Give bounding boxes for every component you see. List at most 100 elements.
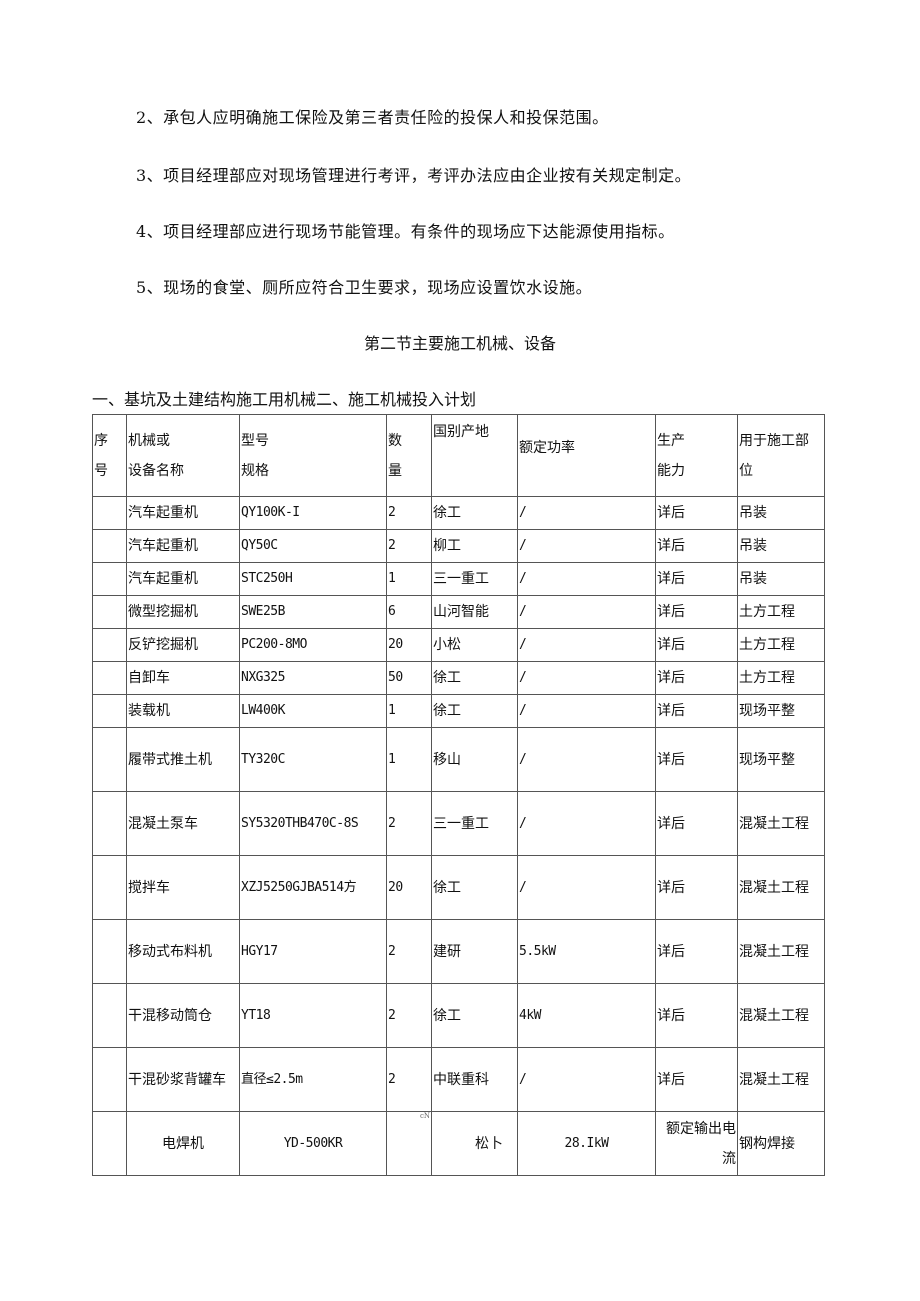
table-cell: 50 bbox=[386, 661, 432, 695]
table-cell: QY100K-I bbox=[239, 496, 387, 530]
header-cell: 用于施工部位 bbox=[737, 414, 825, 497]
table-cell: 2 bbox=[386, 983, 432, 1048]
table-cell: 详后 bbox=[655, 661, 738, 695]
header-text: 序 bbox=[94, 432, 108, 449]
table-cell: TY320C bbox=[239, 727, 387, 792]
table-cell bbox=[92, 562, 127, 596]
table-cell: 山河智能 bbox=[431, 595, 518, 629]
table-cell: 额定输出电流 bbox=[655, 1111, 738, 1176]
table-cell: SWE25B bbox=[239, 595, 387, 629]
table-cell: 柳工 bbox=[431, 529, 518, 563]
table-cell: 28.IkW bbox=[517, 1111, 656, 1176]
table-cell: 2 bbox=[386, 496, 432, 530]
table-cell bbox=[92, 919, 127, 984]
table-cell: SY5320THB470C-8S bbox=[239, 791, 387, 856]
table-cell: 1 bbox=[386, 727, 432, 792]
table-header-row: 序号机械或 设备名称 型号 规格数量国别产地 额定功率 生产 能力 用于施工部位 bbox=[92, 414, 825, 497]
table-cell bbox=[92, 595, 127, 629]
table-cell: HGY17 bbox=[239, 919, 387, 984]
table-cell: NXG325 bbox=[239, 661, 387, 695]
header-text: 位 bbox=[739, 462, 753, 479]
table-cell: / bbox=[517, 595, 656, 629]
table-cell: 移动式布料机 bbox=[126, 919, 240, 984]
table-cell: 5.5kW bbox=[517, 919, 656, 984]
table-cell: 2 bbox=[386, 529, 432, 563]
table-cell: 4kW bbox=[517, 983, 656, 1048]
section-title: 第二节主要施工机械、设备 bbox=[363, 334, 556, 353]
table-cell: 详后 bbox=[655, 562, 738, 596]
table-cell: 直径≤2.5m bbox=[239, 1047, 387, 1112]
table-cell: 详后 bbox=[655, 919, 738, 984]
paragraph: 3、项目经理部应对现场管理进行考评，考评办法应由企业按有关规定制定。 bbox=[136, 166, 692, 185]
table-cell: 徐工 bbox=[431, 496, 518, 530]
table-cell: / bbox=[517, 694, 656, 728]
table-row: 履带式推土机 TY320C 1 移山 / 详后 现场平整 bbox=[92, 727, 825, 792]
header-text: 国别产地 bbox=[433, 424, 489, 440]
table-cell: YD-500KR bbox=[239, 1111, 387, 1176]
table-cell: 装载机 bbox=[126, 694, 240, 728]
table-cell: 土方工程 bbox=[737, 661, 825, 695]
header-cell: 数量 bbox=[386, 414, 432, 497]
header-text: 数 bbox=[388, 432, 402, 449]
table-cell: 三一重工 bbox=[431, 562, 518, 596]
table-cell: 2 bbox=[386, 919, 432, 984]
header-text: 型号 bbox=[241, 432, 269, 449]
table-cell: 移山 bbox=[431, 727, 518, 792]
table-cell: 现场平整 bbox=[737, 727, 825, 792]
header-text: 量 bbox=[388, 462, 402, 479]
table-row: 混凝土泵车 SY5320THB470C-8S 2 三一重工 / 详后 混凝土工程 bbox=[92, 791, 825, 856]
table-cell: 混凝土工程 bbox=[737, 919, 825, 984]
table-cell: 松卜 bbox=[431, 1111, 518, 1176]
header-text: 机械或 bbox=[128, 432, 170, 449]
table-cell: 混凝土泵车 bbox=[126, 791, 240, 856]
table-row: 汽车起重机 QY100K-I 2 徐工 / 详后 吊装 bbox=[92, 496, 825, 530]
table-cell: 详后 bbox=[655, 983, 738, 1048]
table-cell: 干混砂浆背罐车 bbox=[126, 1047, 240, 1112]
table-cell bbox=[92, 529, 127, 563]
header-cell: 机械或 设备名称 bbox=[126, 414, 240, 497]
table-row: 干混移动筒仓 YT18 2 徐工 4kW 详后 混凝土工程 bbox=[92, 983, 825, 1048]
table-cell: 详后 bbox=[655, 628, 738, 662]
table-cell bbox=[92, 855, 127, 920]
table-cell: 详后 bbox=[655, 1047, 738, 1112]
table-cell: 徐工 bbox=[431, 694, 518, 728]
table-row: 装载机 LW400K 1 徐工 / 详后 现场平整 bbox=[92, 694, 825, 728]
table-row: 汽车起重机 STC250H 1 三一重工 / 详后 吊装 bbox=[92, 562, 825, 596]
table-row: 反铲挖掘机 PC200-8MO 20 小松 / 详后 土方工程 bbox=[92, 628, 825, 662]
table-cell: 干混移动筒仓 bbox=[126, 983, 240, 1048]
table-cell: / bbox=[517, 855, 656, 920]
table-cell: 自卸车 bbox=[126, 661, 240, 695]
table-cell bbox=[92, 694, 127, 728]
table-row: 干混砂浆背罐车 直径≤2.5m 2 中联重科 / 详后 混凝土工程 bbox=[92, 1047, 825, 1112]
paragraph: 4、项目经理部应进行现场节能管理。有条件的现场应下达能源使用指标。 bbox=[136, 222, 675, 241]
table-cell: 混凝土工程 bbox=[737, 983, 825, 1048]
table-cell: 20 bbox=[386, 855, 432, 920]
table-cell: 徐工 bbox=[431, 661, 518, 695]
header-text: 号 bbox=[94, 462, 108, 479]
table-cell: / bbox=[517, 496, 656, 530]
table-cell: / bbox=[517, 529, 656, 563]
table-cell: 详后 bbox=[655, 496, 738, 530]
table-cell: 详后 bbox=[655, 727, 738, 792]
header-cell: 国别产地 bbox=[431, 414, 518, 497]
table-cell: 详后 bbox=[655, 529, 738, 563]
table-cell: 汽车起重机 bbox=[126, 496, 240, 530]
table-cell: 吊装 bbox=[737, 529, 825, 563]
table-cell: 小松 bbox=[431, 628, 518, 662]
table-cell: 详后 bbox=[655, 595, 738, 629]
table-cell: 徐工 bbox=[431, 855, 518, 920]
table-cell: 汽车起重机 bbox=[126, 562, 240, 596]
table-cell: 钢构焊接 bbox=[737, 1111, 825, 1176]
table-cell bbox=[92, 1047, 127, 1112]
table-cell: 现场平整 bbox=[737, 694, 825, 728]
table-cell bbox=[92, 983, 127, 1048]
table-cell: 混凝土工程 bbox=[737, 855, 825, 920]
table-cell: 履带式推土机 bbox=[126, 727, 240, 792]
table-row: 自卸车 NXG325 50 徐工 / 详后 土方工程 bbox=[92, 661, 825, 695]
header-text: 生产 bbox=[657, 432, 685, 449]
table-cell: 混凝土工程 bbox=[737, 1047, 825, 1112]
table-cell: / bbox=[517, 661, 656, 695]
table-cell: 1 bbox=[386, 694, 432, 728]
paragraph: 2、承包人应明确施工保险及第三者责任险的投保人和投保范围。 bbox=[136, 108, 609, 127]
table-cell bbox=[92, 1111, 127, 1176]
